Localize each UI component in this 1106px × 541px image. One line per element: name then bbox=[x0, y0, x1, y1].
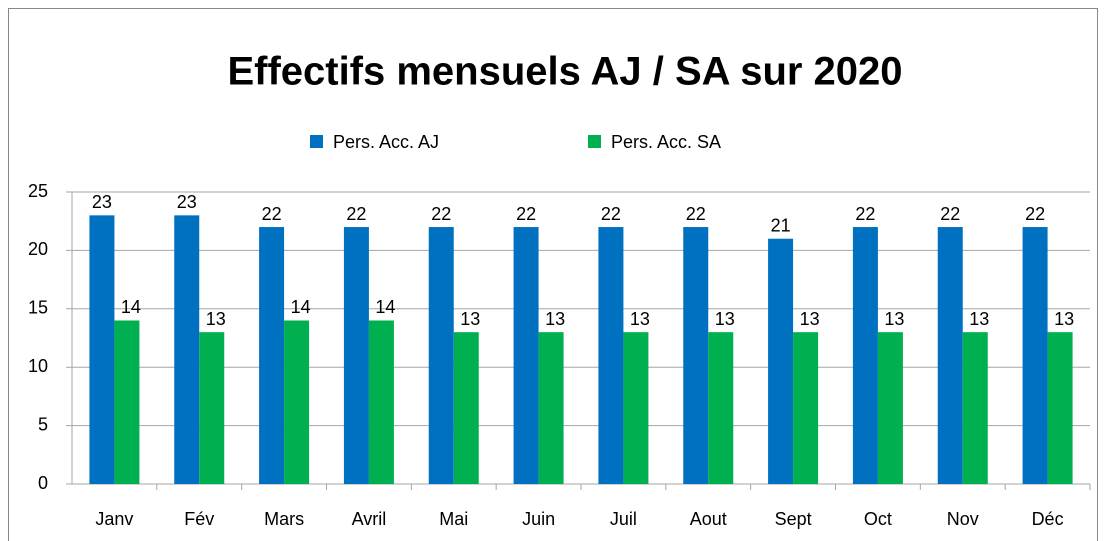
legend-swatch bbox=[310, 135, 323, 148]
x-tick-label: Aout bbox=[690, 509, 727, 529]
bar bbox=[368, 320, 394, 484]
data-label: 22 bbox=[601, 204, 621, 224]
bar bbox=[1022, 227, 1048, 485]
bar bbox=[877, 332, 903, 484]
bar bbox=[513, 227, 539, 485]
bar bbox=[538, 332, 564, 484]
bar bbox=[793, 332, 819, 484]
data-label: 13 bbox=[884, 309, 904, 329]
data-label: 14 bbox=[291, 297, 311, 317]
data-label: 23 bbox=[92, 192, 112, 212]
x-tick-label: Mars bbox=[264, 509, 304, 529]
data-label: 13 bbox=[715, 309, 735, 329]
data-label: 22 bbox=[855, 204, 875, 224]
data-label: 13 bbox=[206, 309, 226, 329]
bar bbox=[199, 332, 225, 484]
bar bbox=[962, 332, 988, 484]
x-tick-label: Mai bbox=[439, 509, 468, 529]
data-label: 22 bbox=[262, 204, 282, 224]
bar bbox=[598, 227, 624, 485]
data-label: 22 bbox=[346, 204, 366, 224]
data-label: 13 bbox=[460, 309, 480, 329]
bar bbox=[768, 238, 794, 484]
x-tick-label: Juin bbox=[522, 509, 555, 529]
y-tick-label: 20 bbox=[28, 239, 48, 259]
y-tick-label: 0 bbox=[38, 473, 48, 493]
bar bbox=[683, 227, 709, 485]
data-label: 13 bbox=[1054, 309, 1074, 329]
legend-label: Pers. Acc. SA bbox=[611, 132, 721, 152]
bar bbox=[428, 227, 454, 485]
bar bbox=[89, 215, 115, 485]
x-tick-label: Juil bbox=[610, 509, 637, 529]
y-tick-label: 25 bbox=[28, 181, 48, 201]
data-label: 22 bbox=[940, 204, 960, 224]
data-label: 21 bbox=[771, 215, 791, 235]
x-tick-label: Fév bbox=[184, 509, 214, 529]
legend-label: Pers. Acc. AJ bbox=[333, 132, 439, 152]
bar bbox=[1047, 332, 1073, 484]
data-label: 14 bbox=[121, 297, 141, 317]
data-label: 23 bbox=[177, 192, 197, 212]
data-label: 13 bbox=[969, 309, 989, 329]
x-tick-label: Avril bbox=[352, 509, 387, 529]
data-label: 22 bbox=[431, 204, 451, 224]
chart-title: Effectifs mensuels AJ / SA sur 2020 bbox=[227, 50, 902, 94]
bar bbox=[114, 320, 140, 484]
y-tick-label: 15 bbox=[28, 298, 48, 318]
bar bbox=[453, 332, 479, 484]
x-tick-label: Sept bbox=[775, 509, 812, 529]
x-tick-label: Janv bbox=[95, 509, 133, 529]
bar bbox=[284, 320, 310, 484]
legend-swatch bbox=[588, 135, 601, 148]
y-tick-label: 10 bbox=[28, 356, 48, 376]
bar bbox=[852, 227, 878, 485]
bar bbox=[343, 227, 369, 485]
bar bbox=[623, 332, 649, 484]
x-tick-label: Oct bbox=[864, 509, 892, 529]
data-label: 13 bbox=[545, 309, 565, 329]
bar bbox=[259, 227, 285, 485]
x-tick-label: Nov bbox=[947, 509, 979, 529]
data-label: 14 bbox=[375, 297, 395, 317]
y-tick-label: 5 bbox=[38, 414, 48, 434]
data-label: 22 bbox=[686, 204, 706, 224]
data-label: 22 bbox=[1025, 204, 1045, 224]
bar bbox=[937, 227, 963, 485]
bar bbox=[708, 332, 734, 484]
x-tick-label: Déc bbox=[1032, 509, 1064, 529]
data-label: 13 bbox=[630, 309, 650, 329]
data-label: 13 bbox=[800, 309, 820, 329]
data-label: 22 bbox=[516, 204, 536, 224]
bar bbox=[174, 215, 200, 485]
